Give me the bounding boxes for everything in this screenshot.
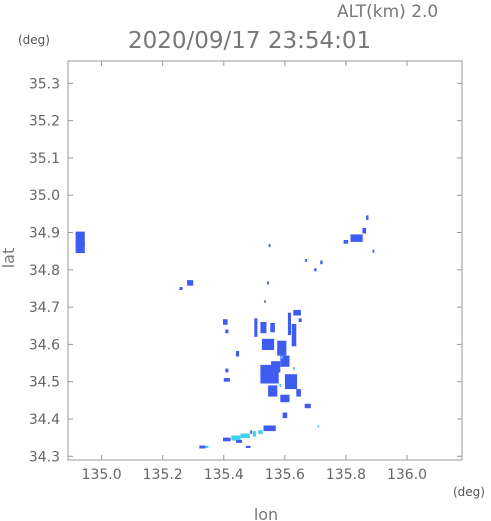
echo-cell [362, 227, 367, 234]
echo-cell [261, 338, 275, 350]
y-tick-label: 35.2 [29, 114, 60, 130]
echo-cell [264, 300, 266, 303]
x-tick-label: 135.8 [326, 467, 366, 483]
echo-cell [287, 312, 291, 336]
y-tick-label: 34.4 [29, 412, 60, 428]
x-tick-label: 135.6 [265, 467, 305, 483]
echo-cell [231, 435, 241, 440]
echo-cell [293, 309, 301, 316]
echo-cell [277, 340, 287, 356]
echo-cell [279, 383, 282, 387]
x-axis-label: lon [254, 505, 278, 521]
echo-cell [343, 240, 349, 244]
echo-cell [252, 431, 256, 437]
y-tick-label: 35.3 [29, 76, 60, 92]
echo-cell [236, 350, 240, 357]
echo-cell [223, 437, 231, 442]
y-tick-label: 34.5 [29, 375, 60, 391]
y-axis-label: lat [0, 248, 18, 269]
echo-cell [268, 385, 278, 397]
echo-cell [268, 244, 271, 248]
x-tick-label: 135.2 [143, 467, 183, 483]
x-tick-label: 136.0 [387, 467, 427, 483]
echo-cell [75, 231, 85, 245]
echo-cell [263, 425, 276, 432]
chart-title: 2020/09/17 23:54:01 [128, 28, 371, 54]
y-unit-label: (deg) [18, 33, 50, 47]
echo-cell [280, 394, 290, 403]
plot-area [67, 60, 463, 461]
echo-cell [199, 445, 206, 449]
echo-cell [280, 356, 283, 359]
precipitation-cells [75, 215, 375, 449]
echo-cell [254, 318, 258, 337]
echo-cell [280, 355, 290, 367]
x-tick-label: 135.4 [204, 467, 244, 483]
echo-cell [366, 215, 369, 220]
axis-ticks: 135.0 135.2 135.4 135.6 135.8 136.0 34.3 34.4 34… [29, 61, 462, 483]
echo-cell [260, 322, 267, 334]
echo-cell [187, 280, 194, 286]
y-tick-label: 34.8 [29, 263, 60, 279]
echo-cell [236, 439, 243, 443]
echo-cell [314, 268, 317, 272]
y-tick-label: 35.0 [29, 188, 60, 204]
echo-cell [267, 281, 269, 285]
x-tick-label: 135.0 [82, 467, 122, 483]
echo-cell [258, 430, 263, 434]
echo-cell [317, 425, 320, 428]
echo-cell [270, 323, 275, 333]
echo-cell [75, 241, 85, 254]
echo-cell [223, 378, 230, 382]
echo-cell [282, 412, 288, 419]
echo-cell [291, 323, 297, 347]
echo-cell [225, 368, 229, 373]
y-tick-label: 35.1 [29, 151, 60, 167]
altitude-label: ALT(km) 2.0 [337, 2, 438, 22]
echo-cell [223, 319, 228, 325]
echo-cell [284, 374, 298, 390]
echo-cell [293, 367, 295, 371]
x-unit-label: (deg) [453, 485, 485, 499]
echo-cell [372, 249, 375, 253]
y-tick-label: 34.7 [29, 300, 60, 316]
echo-cell [179, 287, 183, 290]
echo-cell [260, 364, 279, 384]
echo-cell [320, 260, 323, 265]
y-tick-label: 34.9 [29, 226, 60, 242]
echo-cell [250, 430, 253, 434]
echo-cell [232, 438, 237, 441]
y-tick-label: 34.3 [29, 449, 60, 465]
echo-cell [205, 445, 209, 448]
y-tick-label: 34.6 [29, 337, 60, 353]
echo-cell [296, 389, 301, 397]
echo-cell [240, 433, 250, 438]
echo-cell [298, 318, 302, 322]
echo-cell [304, 403, 311, 409]
echo-cell [350, 234, 363, 242]
echo-cell [305, 259, 308, 262]
echo-cell [245, 445, 251, 448]
echo-cell [225, 329, 229, 334]
